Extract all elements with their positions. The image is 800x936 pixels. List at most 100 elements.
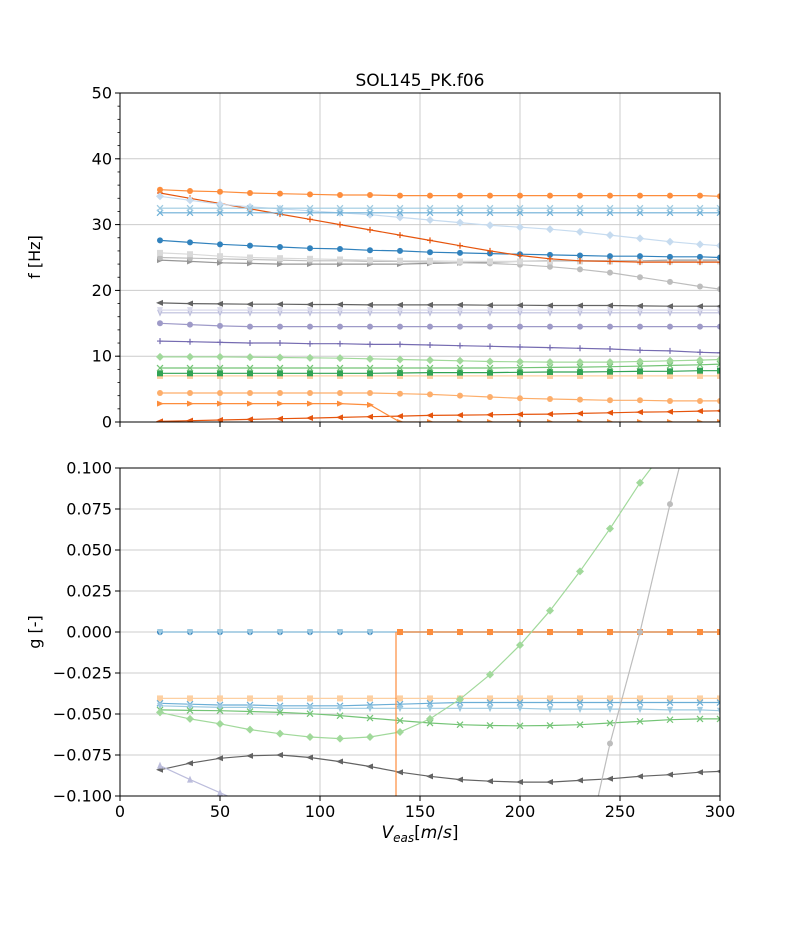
data-point [367,695,373,702]
data-point [636,409,643,416]
series-mode-20 [156,204,720,212]
data-point [156,192,164,201]
data-point [337,307,343,315]
data-point [636,234,644,243]
data-point [696,356,704,365]
data-point [696,715,704,723]
data-point [156,418,163,422]
data-point [487,247,493,254]
data-point [397,307,403,315]
data-point [247,400,254,407]
data-point [307,255,313,262]
data-point [426,364,434,372]
data-point [716,699,720,706]
data-point [367,705,373,713]
data-point [487,705,493,713]
data-point [247,190,253,197]
data-point [716,715,720,723]
data-point [306,204,314,212]
series-line [597,468,680,796]
data-point [487,192,493,199]
series-mode-17 [157,190,720,266]
data-point [337,245,343,252]
data-point [517,695,523,702]
data-point [577,192,583,199]
data-point [366,204,374,212]
data-point [546,363,554,371]
data-point [307,400,314,407]
data-point [576,363,584,371]
series-line [159,189,720,197]
data-point [186,196,194,205]
data-point [157,186,163,193]
data-point [697,629,703,635]
data-point [156,299,163,306]
data-point [397,695,403,702]
data-point [216,300,223,307]
data-point [577,323,583,330]
y-tick-label: 0 [102,413,112,432]
data-point [337,191,343,198]
data-point [636,302,643,309]
data-point [667,695,673,702]
data-point [426,773,433,780]
series-line [160,363,720,369]
data-point [457,192,463,199]
data-point [547,344,553,351]
data-point [546,358,554,367]
data-point [337,340,343,347]
data-point [486,411,493,418]
data-point [547,706,553,714]
data-point [216,200,224,209]
series-line [159,701,720,707]
data-point [486,364,494,372]
series-mode-5 [157,367,720,377]
data-point [157,338,163,345]
damping-ticks: 0 50 100 150 200 250 300 −0.100 −0.075 −0.050 −0.0… [53,459,735,822]
data-point [606,524,614,533]
data-point [697,323,703,330]
data-point [607,307,613,315]
data-point [367,390,373,397]
data-point [606,409,613,416]
data-point [246,708,254,715]
data-point [427,307,433,315]
series-g-mode-7 [156,706,720,730]
data-point [337,705,343,713]
data-point [486,699,494,706]
data-point [217,704,223,712]
data-point [576,204,584,212]
data-point [366,354,374,363]
data-point [457,249,463,256]
data-point [637,253,643,260]
data-point [247,802,253,809]
data-point [666,356,674,365]
data-point [487,343,493,350]
y-tick-label: −0.100 [53,787,112,806]
data-point [577,252,583,259]
data-point [717,367,720,374]
data-point [157,390,163,397]
data-point [516,302,523,309]
data-point [427,257,433,264]
data-point [397,341,403,348]
data-point [246,301,253,308]
data-point [716,241,720,250]
data-point [306,353,314,362]
data-point [636,773,643,780]
data-point [486,778,493,785]
data-point [546,779,553,786]
data-point [187,400,194,407]
data-point [456,218,464,227]
data-point [277,370,283,377]
data-point [487,695,493,702]
data-point [637,368,643,375]
data-point [427,419,434,422]
data-point [717,307,720,315]
y-tick-label: 20 [92,281,112,300]
data-point [456,204,464,212]
data-point [667,347,673,354]
series-mode-21 [157,186,720,200]
data-point [427,705,433,713]
data-point [697,283,703,290]
